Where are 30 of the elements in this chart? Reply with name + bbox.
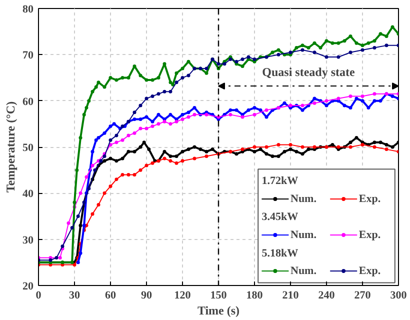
x-tick-label: 270 — [354, 290, 372, 302]
x-tick-label: 120 — [174, 290, 192, 302]
y-tick-label: 20 — [22, 280, 34, 292]
y-tick-label: 70 — [22, 50, 34, 62]
legend-label: Num. — [290, 228, 317, 241]
legend-label: Num. — [290, 192, 317, 205]
x-tick-label: 300 — [390, 290, 408, 302]
y-axis-title: Temperature (°C) — [4, 101, 18, 193]
legend-label: Exp. — [358, 228, 381, 241]
annotation: 5.18kW — [262, 247, 298, 260]
annotation: Quasi steady state — [262, 65, 356, 80]
x-tick-label: 180 — [246, 290, 264, 302]
x-tick-label: 210 — [282, 290, 300, 302]
y-tick-label: 50 — [22, 142, 34, 154]
x-tick-label: 240 — [318, 290, 336, 302]
legend-label: Exp. — [358, 192, 381, 205]
x-tick-label: 60 — [105, 290, 116, 302]
x-tick-label: 30 — [69, 290, 80, 302]
y-tick-label: 40 — [22, 188, 34, 200]
y-tick-label: 80 — [22, 4, 34, 16]
legend-label: Num. — [290, 264, 317, 277]
annotation: 1.72kW — [262, 175, 298, 188]
annotation: 3.45kW — [262, 211, 298, 224]
legend-label: Exp. — [358, 264, 381, 277]
x-tick-label: 90 — [141, 290, 152, 302]
x-tick-label: 150 — [210, 290, 228, 302]
x-tick-label: 0 — [36, 290, 42, 302]
y-tick-label: 60 — [22, 96, 34, 108]
y-tick-label: 30 — [22, 234, 34, 246]
x-axis-title: Time (s) — [197, 304, 240, 318]
